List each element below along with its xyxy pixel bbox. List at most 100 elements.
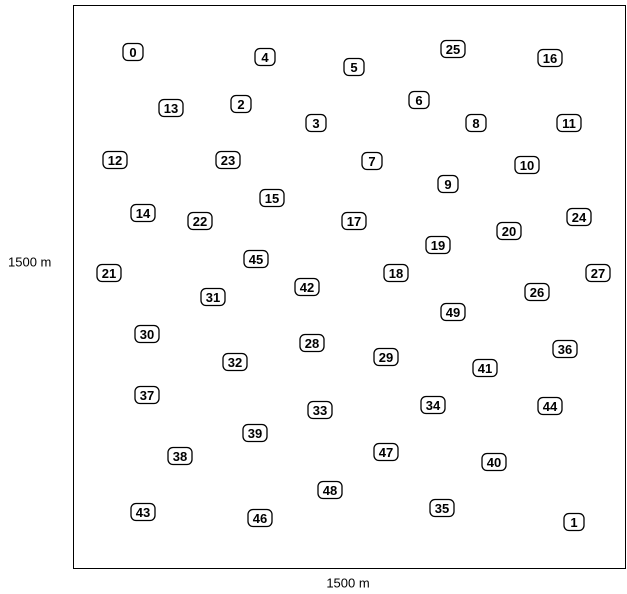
node-label: 45 xyxy=(249,252,263,267)
node-label: 29 xyxy=(379,350,393,365)
node-label: 11 xyxy=(562,116,576,131)
node-label: 28 xyxy=(305,336,319,351)
node-box xyxy=(429,498,455,518)
node-label: 25 xyxy=(446,42,460,57)
node-box xyxy=(130,203,156,223)
node-box xyxy=(200,287,226,307)
node-label: 8 xyxy=(472,116,479,131)
node-box xyxy=(437,174,459,194)
node-label: 31 xyxy=(206,290,220,305)
node-box xyxy=(585,263,611,283)
node-box xyxy=(537,48,563,68)
node-label: 47 xyxy=(379,445,393,460)
node-label: 16 xyxy=(543,51,557,66)
node-label: 9 xyxy=(444,177,451,192)
node-label: 2 xyxy=(237,97,244,112)
node-box xyxy=(102,150,128,170)
node-box xyxy=(305,113,327,133)
node-label: 33 xyxy=(313,403,327,418)
node-label: 4 xyxy=(261,50,269,65)
node-label: 41 xyxy=(478,361,492,376)
node-label: 36 xyxy=(558,342,572,357)
node-box xyxy=(134,324,160,344)
node-label: 10 xyxy=(520,158,534,173)
node-label: 21 xyxy=(102,266,116,281)
node-box xyxy=(96,263,122,283)
node-box xyxy=(514,155,540,175)
node-label: 44 xyxy=(543,399,558,414)
node-box xyxy=(130,502,156,522)
x-axis-label: 1500 m xyxy=(326,576,369,591)
node-box xyxy=(420,395,446,415)
node-box xyxy=(465,113,487,133)
node-label: 0 xyxy=(129,45,136,60)
node-box xyxy=(307,400,333,420)
node-box xyxy=(299,333,325,353)
node-label: 14 xyxy=(136,206,151,221)
node-label: 3 xyxy=(312,116,319,131)
node-label: 48 xyxy=(323,483,337,498)
node-label: 22 xyxy=(193,214,207,229)
node-box xyxy=(243,249,269,269)
node-label: 40 xyxy=(487,455,501,470)
node-box xyxy=(215,150,241,170)
node-box xyxy=(158,98,184,118)
node-box xyxy=(563,512,585,532)
node-label: 32 xyxy=(228,355,242,370)
node-label: 27 xyxy=(591,266,605,281)
node-label: 13 xyxy=(164,101,178,116)
node-box xyxy=(134,385,160,405)
node-label: 18 xyxy=(389,266,403,281)
node-box xyxy=(472,358,498,378)
node-box xyxy=(187,211,213,231)
node-box xyxy=(537,396,563,416)
node-label: 46 xyxy=(253,511,267,526)
node-label: 12 xyxy=(108,153,122,168)
node-label: 37 xyxy=(140,388,154,403)
node-box xyxy=(122,42,144,62)
node-box xyxy=(259,188,285,208)
node-box xyxy=(341,211,367,231)
node-label: 5 xyxy=(350,60,357,75)
node-box xyxy=(222,352,248,372)
node-label: 17 xyxy=(347,214,361,229)
node-label: 19 xyxy=(431,238,445,253)
node-box xyxy=(167,446,193,466)
node-box xyxy=(566,207,592,227)
node-label: 7 xyxy=(368,154,375,169)
node-box xyxy=(317,480,343,500)
node-box xyxy=(524,282,550,302)
node-box xyxy=(440,302,466,322)
node-box xyxy=(481,452,507,472)
node-label: 38 xyxy=(173,449,187,464)
node-box xyxy=(373,442,399,462)
node-box xyxy=(373,347,399,367)
node-label: 43 xyxy=(136,505,150,520)
node-label: 42 xyxy=(300,280,314,295)
node-label: 1 xyxy=(570,515,577,530)
node-box xyxy=(556,113,582,133)
node-label: 26 xyxy=(530,285,544,300)
node-box xyxy=(425,235,451,255)
node-label: 35 xyxy=(435,501,449,516)
node-label: 39 xyxy=(248,426,262,441)
node-box xyxy=(552,339,578,359)
node-label: 15 xyxy=(265,191,279,206)
node-box xyxy=(343,57,365,77)
node-box xyxy=(440,39,466,59)
node-box xyxy=(496,221,522,241)
node-label: 30 xyxy=(140,327,154,342)
node-box xyxy=(247,508,273,528)
node-box xyxy=(408,90,430,110)
y-axis-label: 1500 m xyxy=(8,255,51,270)
node-box xyxy=(254,47,276,67)
node-label: 24 xyxy=(572,210,587,225)
node-box xyxy=(294,277,320,297)
node-label: 34 xyxy=(426,398,441,413)
node-label: 6 xyxy=(415,93,422,108)
node-box xyxy=(361,151,383,171)
node-box xyxy=(230,94,252,114)
field-border xyxy=(73,5,626,569)
node-label: 20 xyxy=(502,224,516,239)
